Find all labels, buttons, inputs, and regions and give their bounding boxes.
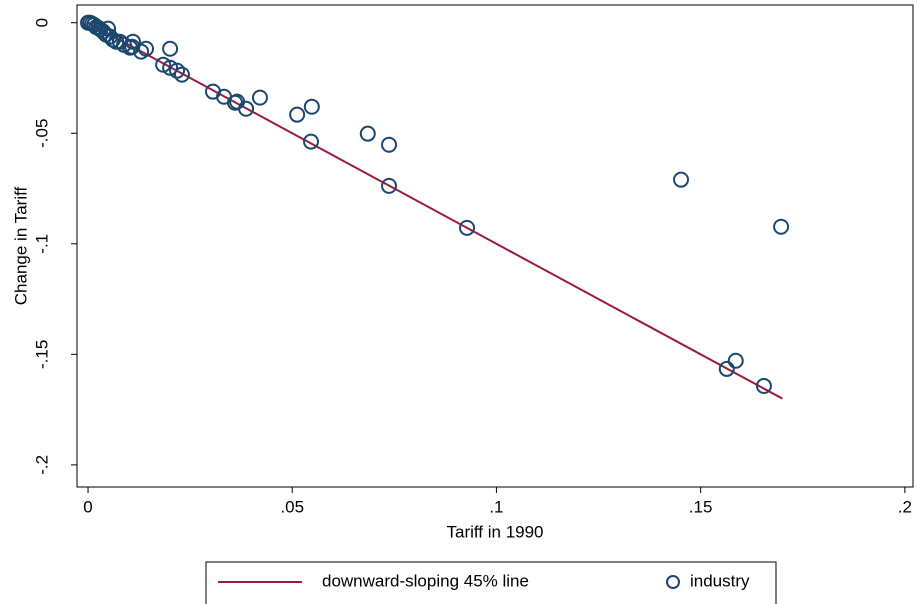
y-tick-label: 0 bbox=[32, 18, 51, 27]
scatter-point bbox=[238, 100, 255, 117]
x-axis-label: Tariff in 1990 bbox=[446, 522, 543, 541]
scatter-point bbox=[381, 136, 398, 153]
scatter-point bbox=[251, 89, 268, 106]
y-tick-label: -.05 bbox=[32, 119, 51, 148]
x-tick-label: .2 bbox=[898, 497, 912, 516]
scatter-point bbox=[124, 33, 141, 50]
scatter-point bbox=[359, 125, 376, 142]
legend-label: downward-sloping 45% line bbox=[322, 571, 529, 590]
x-tick-label: 0 bbox=[83, 497, 92, 516]
scatter-point bbox=[169, 62, 186, 79]
scatter-point bbox=[289, 106, 306, 123]
scatter-point bbox=[173, 66, 190, 83]
plot-frame bbox=[76, 4, 914, 488]
y-axis-label: Change in Tariff bbox=[11, 186, 30, 305]
y-tick-label: -.1 bbox=[32, 234, 51, 254]
fit-line bbox=[87, 21, 783, 400]
x-tick-label: .05 bbox=[280, 497, 304, 516]
scatter-point bbox=[162, 59, 179, 76]
scatter-point bbox=[773, 218, 790, 235]
y-tick-label: -.15 bbox=[32, 340, 51, 369]
scatter-point bbox=[138, 40, 155, 57]
scatter-point bbox=[162, 40, 179, 57]
scatter-point bbox=[459, 219, 476, 236]
y-tick-label: -.2 bbox=[32, 455, 51, 475]
legend-label: industry bbox=[690, 571, 750, 590]
scatter-point bbox=[673, 171, 690, 188]
scatter-point bbox=[755, 377, 772, 394]
scatter-point bbox=[718, 360, 735, 377]
scatter-point bbox=[381, 177, 398, 194]
legend-swatch bbox=[666, 575, 680, 589]
scatter-point bbox=[303, 98, 320, 115]
scatter-point bbox=[727, 352, 744, 369]
x-tick-label: .1 bbox=[489, 497, 503, 516]
scatter-point bbox=[303, 133, 320, 150]
x-tick-label: .15 bbox=[689, 497, 713, 516]
